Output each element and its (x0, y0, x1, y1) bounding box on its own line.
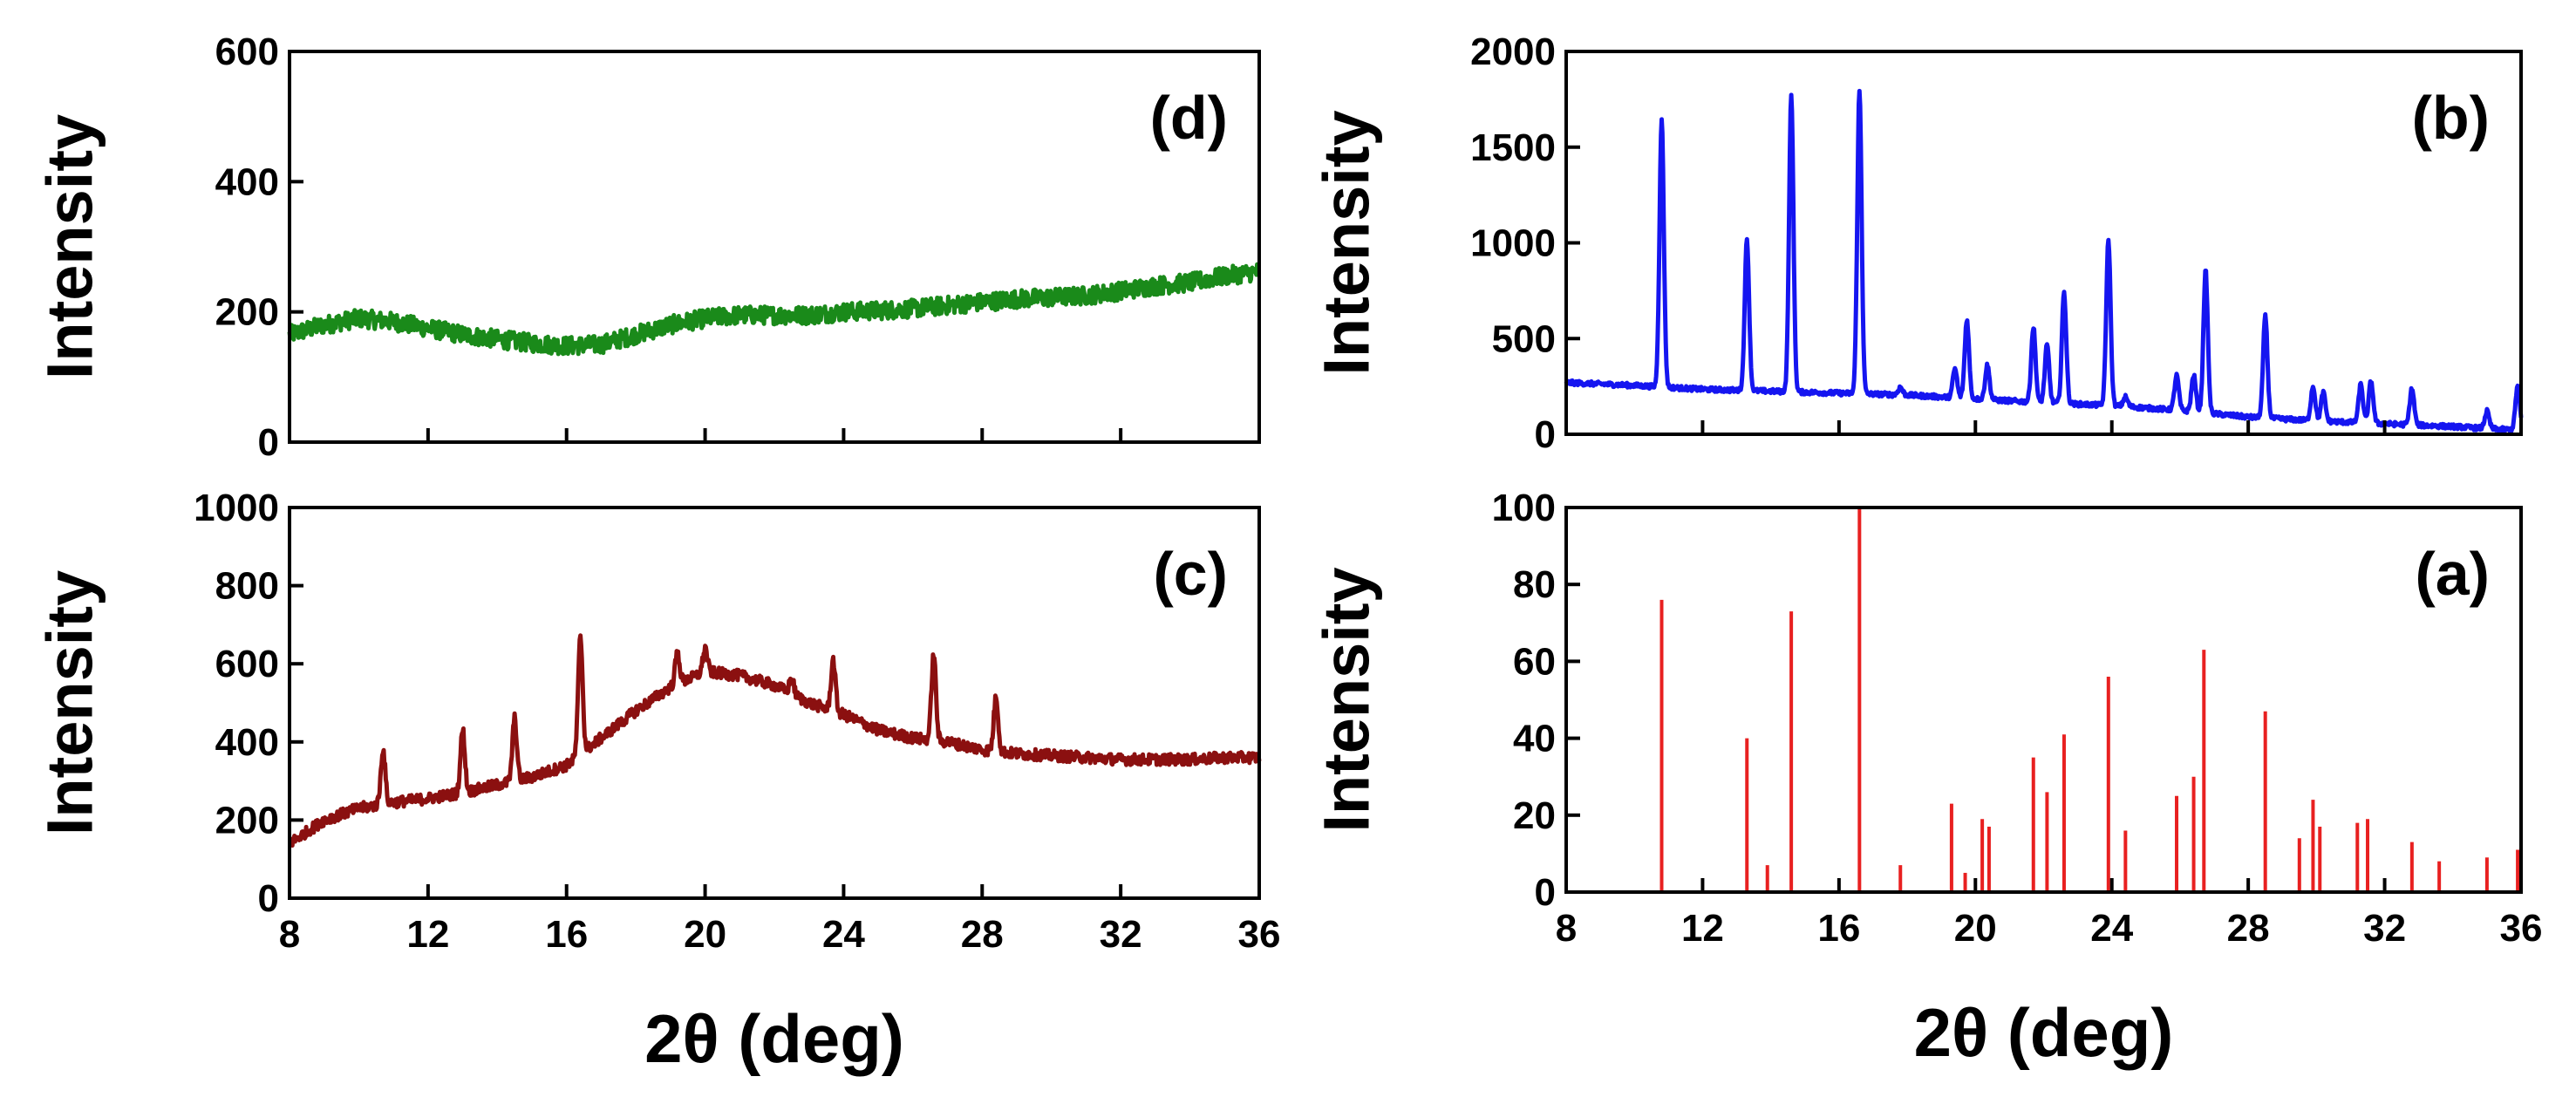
y-tick-label: 2000 (1470, 31, 1556, 73)
panel-d: 0 200 400 600 Intensity (d) (34, 31, 1261, 464)
y-tick-label: 80 (1513, 563, 1556, 606)
y-tick-label: 40 (1513, 718, 1556, 760)
y-tick-label: 200 (215, 291, 279, 334)
series-line-b (1564, 88, 2524, 434)
y-tick-label: 600 (215, 31, 279, 73)
panel-a: 0 20 40 60 80 100 8 12 16 20 24 28 32 36 Intensity 2θ (… (1311, 487, 2543, 1071)
series-line-d (287, 262, 1261, 357)
x-tick-label: 32 (1100, 913, 1142, 956)
x-tick-label: 28 (961, 913, 1004, 956)
y-tick-label: 0 (258, 877, 279, 920)
x-tick-label: 20 (1954, 907, 1997, 950)
x-tick-label: 12 (1681, 907, 1724, 950)
y-tick-label: 1000 (194, 487, 279, 529)
plot-frame (1564, 506, 2523, 894)
panel-b: 0 500 1000 1500 2000 Intensity (b) (1311, 31, 2524, 456)
panel-label: (d) (1150, 84, 1228, 152)
y-tick-label: 100 (1492, 487, 1556, 529)
y-tick-label: 400 (215, 721, 279, 764)
x-axis-title: 2θ (deg) (1914, 994, 2174, 1071)
y-tick-label: 600 (215, 643, 279, 685)
y-tick-label: 60 (1513, 640, 1556, 683)
plot-frame (288, 506, 1261, 900)
y-tick-label: 200 (215, 799, 279, 841)
y-axis-title: Intensity (34, 570, 106, 835)
panel-c: 0 200 400 600 800 1000 8 12 16 20 24 28 32 36 Intensit… (34, 487, 1281, 1077)
y-axis-title: Intensity (1311, 110, 1383, 375)
y-tick-label: 800 (215, 565, 279, 608)
y-axis-title: Intensity (1311, 567, 1383, 832)
x-tick-label: 16 (1817, 907, 1860, 950)
x-tick-label: 28 (2227, 907, 2270, 950)
panel-label: (b) (2412, 84, 2490, 152)
y-axis-title: Intensity (34, 114, 106, 379)
x-tick-label: 32 (2363, 907, 2406, 950)
x-tick-label: 16 (545, 913, 588, 956)
y-tick-label: 0 (1535, 413, 1556, 456)
x-tick-label: 8 (279, 913, 300, 956)
x-tick-label: 24 (822, 913, 865, 956)
x-tick-label: 20 (684, 913, 726, 956)
panel-label: (a) (2415, 540, 2490, 608)
x-tick-label: 8 (1556, 907, 1577, 950)
y-tick-label: 400 (215, 160, 279, 203)
panel-label: (c) (1153, 540, 1228, 608)
x-axis-title: 2θ (deg) (644, 1000, 904, 1077)
x-tick-label: 24 (2090, 907, 2133, 950)
x-tick-label: 36 (1238, 913, 1281, 956)
y-tick-label: 1000 (1470, 222, 1556, 265)
y-tick-label: 0 (258, 421, 279, 464)
x-tick-label: 36 (2500, 907, 2543, 950)
y-tick-label: 20 (1513, 794, 1556, 837)
x-tick-label: 12 (406, 913, 449, 956)
plot-frame (288, 50, 1261, 444)
y-tick-label: 0 (1535, 871, 1556, 914)
y-tick-label: 500 (1492, 317, 1556, 360)
y-tick-label: 1500 (1470, 126, 1556, 169)
series-line-c (287, 633, 1262, 848)
